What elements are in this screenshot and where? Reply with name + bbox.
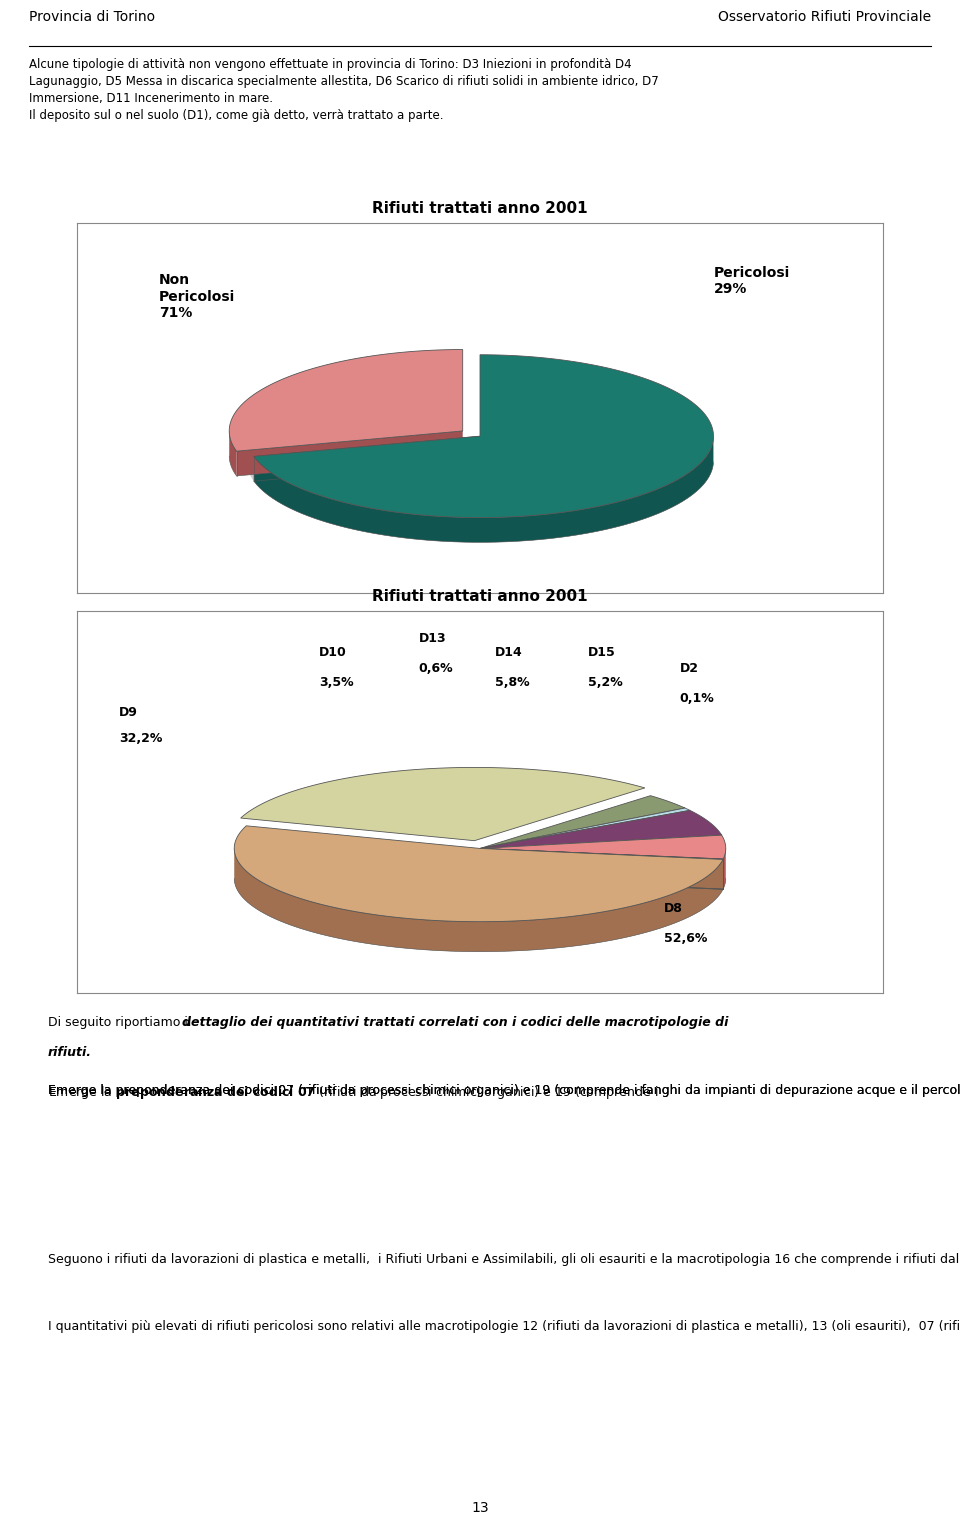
Polygon shape	[480, 848, 723, 890]
Title: Rifiuti trattati anno 2001: Rifiuti trattati anno 2001	[372, 589, 588, 605]
Polygon shape	[234, 879, 726, 951]
Polygon shape	[253, 436, 480, 482]
Text: 3,5%: 3,5%	[319, 676, 353, 688]
Polygon shape	[234, 848, 723, 951]
Polygon shape	[253, 356, 713, 517]
Text: D13: D13	[419, 633, 446, 645]
Polygon shape	[229, 431, 236, 476]
Text: 13: 13	[471, 1501, 489, 1516]
Text: 0,1%: 0,1%	[680, 693, 714, 705]
Text: Provincia di Torino: Provincia di Torino	[29, 11, 155, 25]
Text: Non
Pericolosi
71%: Non Pericolosi 71%	[159, 274, 235, 320]
Text: Emerge la preponderanza dei codici 07 (rifiuti da processi chimici organici) e 1: Emerge la preponderanza dei codici 07 (r…	[48, 1083, 960, 1097]
Text: Seguono i rifiuti da lavorazioni di plastica e metalli,  i Rifiuti Urbani e Assi: Seguono i rifiuti da lavorazioni di plas…	[48, 1253, 960, 1265]
Text: Di seguito riportiamo il: Di seguito riportiamo il	[48, 1016, 196, 1028]
Text: Alcune tipologie di attività non vengono effettuate in provincia di Torino: D3 I: Alcune tipologie di attività non vengono…	[29, 58, 659, 122]
Text: D14: D14	[495, 646, 523, 659]
Polygon shape	[241, 768, 645, 840]
Text: 5,8%: 5,8%	[495, 676, 530, 688]
Text: Emerge la $\bf{preponderanza\ dei\ codici\ 07}$ (rifiuti da processi chimici org: Emerge la $\bf{preponderanza\ dei\ codic…	[48, 1083, 659, 1100]
Text: Osservatorio Rifiuti Provinciale: Osservatorio Rifiuti Provinciale	[718, 11, 931, 25]
Text: 52,6%: 52,6%	[664, 933, 708, 945]
Polygon shape	[480, 811, 722, 848]
Polygon shape	[480, 848, 723, 890]
Polygon shape	[247, 462, 713, 542]
Text: D10: D10	[319, 646, 347, 659]
Text: D9: D9	[119, 705, 138, 719]
Text: Pericolosi
29%: Pericolosi 29%	[713, 266, 790, 297]
Text: Emerge la preponderanza dei codici 07 (rifiuti da processi chimici organici) e 1: Emerge la preponderanza dei codici 07 (r…	[48, 1083, 960, 1097]
Text: 0,6%: 0,6%	[419, 662, 453, 676]
Text: D8: D8	[664, 902, 684, 916]
Polygon shape	[236, 431, 463, 476]
Polygon shape	[480, 848, 723, 890]
Polygon shape	[234, 826, 723, 922]
Title: Rifiuti trattati anno 2001: Rifiuti trattati anno 2001	[372, 202, 588, 217]
Polygon shape	[480, 848, 723, 890]
Text: I quantitativi più elevati di rifiuti pericolosi sono relativi alle macrotipolog: I quantitativi più elevati di rifiuti pe…	[48, 1320, 960, 1333]
Text: dettaglio dei quantitativi trattati correlati con i codici delle macrotipologie : dettaglio dei quantitativi trattati corr…	[182, 1016, 729, 1028]
Text: 5,2%: 5,2%	[588, 676, 622, 688]
Polygon shape	[480, 836, 726, 859]
Text: 32,2%: 32,2%	[119, 733, 162, 745]
Text: D2: D2	[680, 662, 699, 676]
Text: rifiuti.: rifiuti.	[48, 1047, 92, 1059]
Polygon shape	[480, 848, 723, 859]
Polygon shape	[480, 796, 685, 848]
Polygon shape	[480, 808, 690, 848]
Polygon shape	[723, 848, 726, 890]
Polygon shape	[253, 439, 713, 542]
Polygon shape	[229, 349, 463, 451]
Text: D15: D15	[588, 646, 615, 659]
